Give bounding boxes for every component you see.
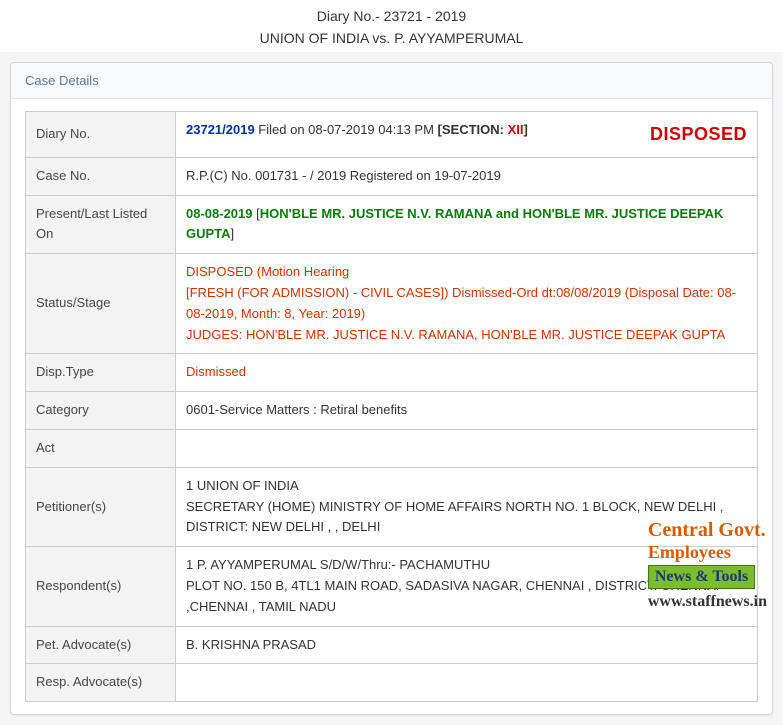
label-pet-adv: Pet. Advocate(s) [26,626,176,664]
cell-status: DISPOSED (Motion Hearing [FRESH (FOR ADM… [176,254,758,354]
cell-disp-type: Dismissed [176,354,758,392]
cell-resp-adv [176,664,758,702]
label-resp-adv: Resp. Advocate(s) [26,664,176,702]
label-listed: Present/Last Listed On [26,195,176,254]
status-line-1: DISPOSED (Motion Hearing [186,262,747,283]
case-title: UNION OF INDIA vs. P. AYYAMPERUMAL [0,30,783,46]
label-case-no: Case No. [26,157,176,195]
section-label: [SECTION: [438,122,508,137]
label-act: Act [26,429,176,467]
row-case-no: Case No. R.P.(C) No. 001731 - / 2019 Reg… [26,157,758,195]
listed-close: ] [231,226,235,241]
diary-line: Diary No.- 23721 - 2019 [0,8,783,24]
row-act: Act [26,429,758,467]
label-status: Status/Stage [26,254,176,354]
panel-body: Diary No. DISPOSED 23721/2019 Filed on 0… [11,99,772,714]
page-header: Diary No.- 23721 - 2019 UNION OF INDIA v… [0,0,783,52]
row-pet-adv: Pet. Advocate(s) B. KRISHNA PRASAD [26,626,758,664]
listed-open: [ [253,206,260,221]
watermark-line-3: News & Tools [648,565,755,589]
label-respondents: Respondent(s) [26,547,176,626]
cell-act [176,429,758,467]
watermark-url: www.staffnews.in [648,593,767,611]
cell-case-no: R.P.(C) No. 001731 - / 2019 Registered o… [176,157,758,195]
watermark: Central Govt. Employees News & Tools www… [648,519,767,611]
section-value: XII [508,122,524,137]
listed-bench: HON'BLE MR. JUSTICE N.V. RAMANA and HON'… [186,206,723,242]
label-petitioners: Petitioner(s) [26,467,176,546]
case-details-table: Diary No. DISPOSED 23721/2019 Filed on 0… [25,111,758,702]
status-line-2: [FRESH (FOR ADMISSION) - CIVIL CASES]) D… [186,283,747,325]
disposed-flag: DISPOSED [650,120,747,149]
row-diary-no: Diary No. DISPOSED 23721/2019 Filed on 0… [26,112,758,158]
panel-title: Case Details [11,63,772,99]
label-category: Category [26,392,176,430]
case-details-panel: Case Details Diary No. DISPOSED 23721/20… [10,62,773,715]
cell-category: 0601-Service Matters : Retiral benefits [176,392,758,430]
pet-line-1: 1 UNION OF INDIA [186,476,747,497]
row-status: Status/Stage DISPOSED (Motion Hearing [F… [26,254,758,354]
label-diary-no: Diary No. [26,112,176,158]
cell-listed: 08-08-2019 [HON'BLE MR. JUSTICE N.V. RAM… [176,195,758,254]
filed-on: Filed on 08-07-2019 04:13 PM [255,122,438,137]
status-line-3: JUDGES: HON'BLE MR. JUSTICE N.V. RAMANA,… [186,325,747,346]
row-disp-type: Disp.Type Dismissed [26,354,758,392]
section-close: ] [524,122,528,137]
watermark-line-2: Employees [648,542,767,563]
label-disp-type: Disp.Type [26,354,176,392]
row-category: Category 0601-Service Matters : Retiral … [26,392,758,430]
cell-diary-no: DISPOSED 23721/2019 Filed on 08-07-2019 … [176,112,758,158]
cell-pet-adv: B. KRISHNA PRASAD [176,626,758,664]
watermark-line-1: Central Govt. [648,519,767,542]
row-resp-adv: Resp. Advocate(s) [26,664,758,702]
diary-no-value[interactable]: 23721/2019 [186,122,255,137]
listed-date: 08-08-2019 [186,206,253,221]
row-listed: Present/Last Listed On 08-08-2019 [HON'B… [26,195,758,254]
